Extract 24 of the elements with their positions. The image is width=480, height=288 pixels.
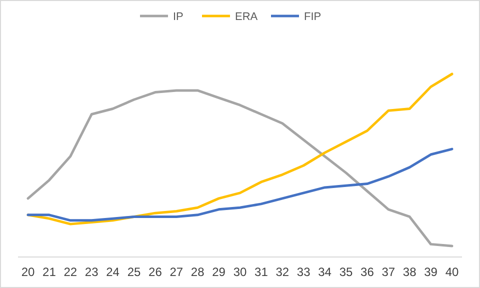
x-tick-label: 35 <box>339 265 353 279</box>
x-tick-label: 37 <box>382 265 396 279</box>
x-tick-label: 28 <box>190 265 205 279</box>
x-tick-label: 40 <box>445 265 459 279</box>
legend-label: FIP <box>304 11 322 23</box>
x-tick-label: 24 <box>106 265 120 279</box>
x-tick-label: 29 <box>212 265 226 279</box>
x-tick-label: 21 <box>42 265 56 279</box>
x-tick-label: 22 <box>64 265 78 279</box>
x-tick-label: 20 <box>21 265 35 279</box>
x-tick-label: 25 <box>127 265 141 279</box>
legend-label: ERA <box>235 11 258 23</box>
x-tick-label: 33 <box>296 265 311 279</box>
x-tick-label: 31 <box>254 265 268 279</box>
legend-label: IP <box>173 11 184 23</box>
x-tick-label: 23 <box>84 265 99 279</box>
x-tick-label: 34 <box>318 265 332 279</box>
x-tick-label: 38 <box>402 265 417 279</box>
x-tick-label: 26 <box>148 265 162 279</box>
x-tick-label: 39 <box>424 265 438 279</box>
x-tick-label: 32 <box>276 265 290 279</box>
x-tick-label: 30 <box>233 265 247 279</box>
x-tick-label: 36 <box>360 265 374 279</box>
x-tick-label: 27 <box>170 265 184 279</box>
